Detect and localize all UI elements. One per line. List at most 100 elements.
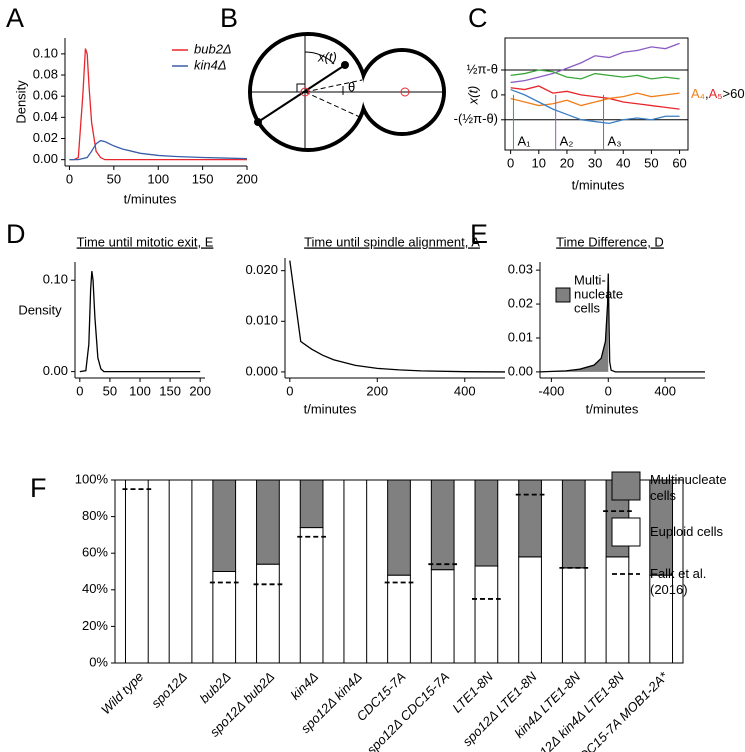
y-tick-label: 0.03: [508, 262, 533, 277]
y-tick-label: 0.00: [43, 363, 68, 378]
bar-segment: [212, 571, 237, 664]
legend-swatch: [555, 287, 571, 303]
x-tick-label: 200: [366, 383, 388, 398]
bar-segment: [518, 556, 542, 664]
x-tick-label: 0: [76, 383, 83, 398]
marker-label: A₁: [517, 133, 531, 148]
x-tick-label: 0: [66, 171, 73, 186]
bar-segment: [387, 574, 411, 664]
bar-segment: [256, 563, 280, 664]
y-tick-label: 0.01: [508, 329, 533, 344]
legend-label: cells: [574, 300, 601, 315]
x-tick-label: 30: [588, 155, 602, 170]
x-tick-label: bub2Δ: [197, 669, 234, 706]
bar-segment: [299, 479, 324, 529]
y-tick-label: 0.02: [33, 130, 58, 145]
annotation-part: >60: [723, 86, 745, 101]
panel-title: Time Difference, D: [556, 234, 664, 249]
x-axis-label: t/minutes: [572, 177, 625, 192]
y-tick-label: 0.020: [245, 262, 278, 277]
panel-title: Time until spindle alignment, A: [304, 234, 480, 249]
y-tick-label: 0.00: [33, 151, 58, 166]
bar-segment: [518, 479, 542, 558]
series-line: [510, 69, 680, 80]
diagram-label: x(t): [317, 49, 337, 64]
y-axis-label: Density: [13, 80, 28, 124]
legend-text-box: Multinucleate cells: [650, 472, 727, 503]
x-tick-label: 20: [560, 155, 574, 170]
y-tick-label: 20%: [82, 618, 108, 633]
marker-label: A₂: [560, 133, 574, 148]
legend-label: bub2Δ: [194, 41, 232, 56]
x-tick-label: 50: [103, 383, 117, 398]
diagram-label: θ: [348, 79, 355, 94]
shaded-area: [540, 273, 609, 372]
panel-title: Time until mitotic exit, E: [77, 234, 214, 249]
bar-segment: [212, 479, 237, 572]
annotation: A₄,A₅>60: [691, 86, 745, 101]
annotation-part: ,: [705, 86, 709, 101]
bar-segment: [474, 479, 499, 567]
series-line: [79, 271, 201, 373]
x-tick-label: 50: [107, 171, 121, 186]
y-tick-label: 0.02: [508, 295, 533, 310]
bar-segment: [343, 479, 368, 664]
legend-label: Falk et al. (2016): [650, 566, 707, 597]
x-axis-label: t/minutes: [586, 401, 639, 416]
x-tick-label: spo12Δ LTE1-8N: [459, 669, 540, 750]
series-line: [510, 85, 680, 110]
y-tick-label: -(½π-θ): [454, 111, 498, 126]
plot-frame: [114, 479, 684, 664]
plot-frame: [504, 37, 689, 151]
x-tick-label: spo12Δ: [148, 669, 190, 711]
bar-segment: [387, 479, 411, 576]
center-marker: [300, 87, 310, 97]
y-tick-label: 0: [491, 86, 498, 101]
bar-segment: [168, 479, 193, 664]
annotation-part: A₅: [709, 86, 723, 101]
x-tick-label: kin4Δ: [288, 669, 322, 703]
y-tick-label: 100%: [75, 471, 109, 486]
legend-swatch: [611, 471, 641, 501]
y-tick-label: 40%: [82, 581, 108, 596]
y-tick-label: 80%: [82, 508, 108, 523]
legend-label: Multinucleate cells: [650, 472, 727, 503]
legend-swatch: [611, 517, 641, 547]
y-tick-label: 0.00: [508, 363, 533, 378]
x-tick-label: 0: [507, 155, 514, 170]
x-tick-label: 150: [159, 383, 181, 398]
bar-segment: [124, 479, 149, 664]
x-tick-label: 400: [654, 383, 676, 398]
legend-text-box: Euploid cells: [650, 524, 723, 539]
annotation-part: A₄: [691, 86, 705, 101]
legend-label: Euploid cells: [650, 524, 723, 539]
series-line: [69, 48, 247, 161]
x-tick-label: 40: [616, 155, 630, 170]
y-tick-label: 0.10: [43, 272, 68, 287]
bar-segment: [430, 479, 455, 571]
series-line: [69, 139, 248, 161]
legend-label: kin4Δ: [194, 57, 227, 72]
x-tick-label: 10: [532, 155, 546, 170]
x-tick-label: 200: [189, 383, 211, 398]
legend-label: nucleate: [574, 286, 623, 301]
bar-segment: [299, 527, 324, 664]
bar-segment: [474, 565, 499, 664]
spindle-pole: [254, 118, 262, 126]
panel-label: F: [30, 473, 47, 503]
x-tick-label: 0: [605, 383, 612, 398]
bar-segment: [605, 556, 630, 664]
x-tick-label: 0: [286, 383, 293, 398]
legend-label: Multi-: [574, 272, 606, 287]
x-tick-label: -400: [538, 383, 564, 398]
x-tick-label: 50: [644, 155, 658, 170]
x-tick-label: 100: [129, 383, 151, 398]
x-tick-label: 400: [454, 383, 476, 398]
dashed-line: [304, 79, 363, 93]
panel-label: B: [220, 3, 238, 33]
y-tick-label: 0.10: [33, 45, 58, 60]
bar-segment: [561, 567, 586, 664]
y-tick-label: 0.04: [33, 109, 58, 124]
x-axis-label: t/minutes: [304, 401, 357, 416]
